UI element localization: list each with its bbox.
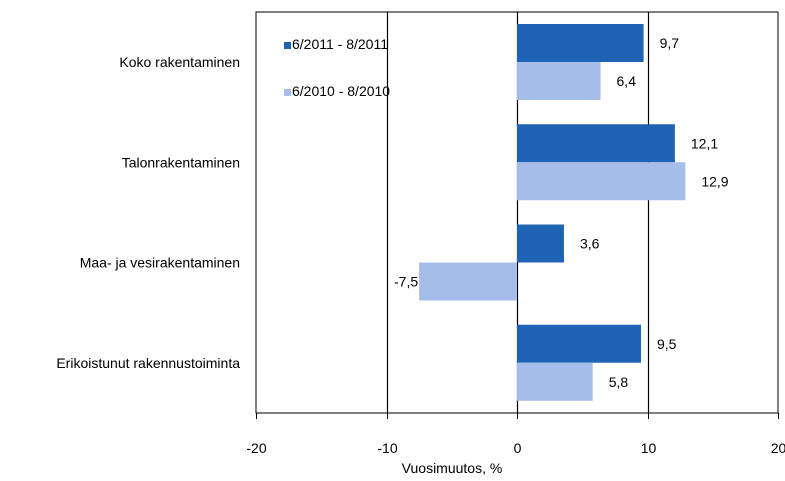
data-label: 9,5 (657, 336, 677, 352)
bar (517, 24, 644, 62)
bar (517, 62, 601, 100)
category-label: Talonrakentaminen (122, 154, 240, 170)
legend-swatch (284, 42, 291, 49)
data-labels: 9,7 6,4 12,1 12,9 3,6 -7,5 9,5 5,8 (394, 35, 729, 390)
data-label: 5,8 (609, 374, 629, 390)
legend-swatch (284, 89, 291, 96)
bar (517, 362, 593, 401)
data-label: -7,5 (394, 274, 418, 290)
x-tick-label: -10 (377, 440, 397, 456)
category-label: Maa- ja vesirakentaminen (80, 255, 240, 271)
bar (517, 124, 675, 163)
data-label: 9,7 (660, 35, 680, 51)
legend-label: 6/2010 - 8/2010 (292, 83, 390, 99)
category-label: Koko rakentaminen (119, 54, 240, 70)
legend-label: 6/2011 - 8/2011 (292, 36, 388, 52)
x-tick-label: 0 (514, 440, 522, 456)
bar (517, 224, 564, 263)
x-tick-label: 20 (771, 440, 785, 456)
bars (419, 24, 686, 401)
category-label: Erikoistunut rakennustoiminta (56, 355, 240, 371)
x-axis-ticks: -20 -10 0 10 20 (246, 413, 785, 456)
bar (419, 262, 517, 301)
data-label: 12,9 (701, 173, 728, 189)
x-tick-label: 10 (641, 440, 657, 456)
data-label: 3,6 (580, 236, 600, 252)
data-label: 12,1 (691, 135, 718, 151)
category-labels: Koko rakentaminen Talonrakentaminen Maa- j… (56, 54, 240, 371)
data-label: 6,4 (617, 73, 637, 89)
bar (517, 324, 641, 363)
x-tick-label: -20 (246, 440, 266, 456)
bar (517, 162, 686, 201)
x-axis-title: Vuosimuutos, % (402, 460, 503, 476)
legend: 6/2011 - 8/2011 6/2010 - 8/2010 (284, 36, 390, 99)
